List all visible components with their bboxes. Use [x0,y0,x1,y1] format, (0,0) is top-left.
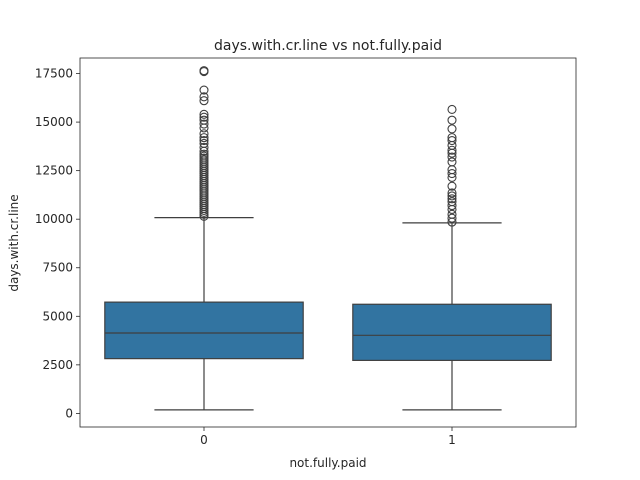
outlier-point [199,129,209,139]
y-tick-label: 0 [65,406,73,420]
outlier-point [447,133,457,143]
x-axis-label: not.fully.paid [289,456,366,470]
outlier-point [447,124,457,134]
outlier-point [199,149,209,159]
outlier-point [199,119,209,129]
outlier-point [199,92,209,102]
outlier-point [447,115,457,125]
outlier-point [199,85,209,95]
outlier-point [199,115,209,125]
y-tick-label: 15000 [35,115,73,129]
chart-title: days.with.cr.line vs not.fully.paid [214,38,442,54]
iqr-box [104,301,304,360]
outlier-point [447,213,457,223]
y-tick-label: 7500 [42,261,73,275]
outlier-point [447,191,457,201]
outlier-point [447,104,457,115]
plot-area: 0 2500 5000 7500 10000 12500 15000 17500 0 1 [35,57,577,447]
outlier-point [447,197,457,207]
outlier-point [199,135,209,146]
y-tick-label: 12500 [35,164,73,178]
y-axis-label: days.with.cr.line [7,194,21,291]
outlier-point [199,133,209,143]
outlier-point [447,209,457,219]
y-tick-label: 10000 [35,212,73,226]
outlier-point [447,157,457,167]
iqr-box [352,303,552,361]
outlier-point [199,96,209,106]
outlier-point [447,201,457,211]
x-tick-label: 0 [200,433,208,447]
outlier-point [199,112,209,122]
plot-frame [79,57,577,428]
outlier-point [447,135,457,146]
outlier-point [199,138,209,149]
y-tick-label: 17500 [35,67,73,81]
outlier-point [447,145,457,155]
outlier-point [447,169,457,179]
outlier-point [447,194,457,204]
outlier-point [199,142,209,152]
outlier-point [447,181,457,191]
outlier-point [447,188,457,198]
outlier-point [199,109,209,119]
y-tick-label: 2500 [42,358,73,372]
x-tick-label: 1 [448,433,456,447]
y-tick-label: 5000 [42,309,73,323]
outlier-point [447,152,457,162]
outlier-point [199,66,209,76]
